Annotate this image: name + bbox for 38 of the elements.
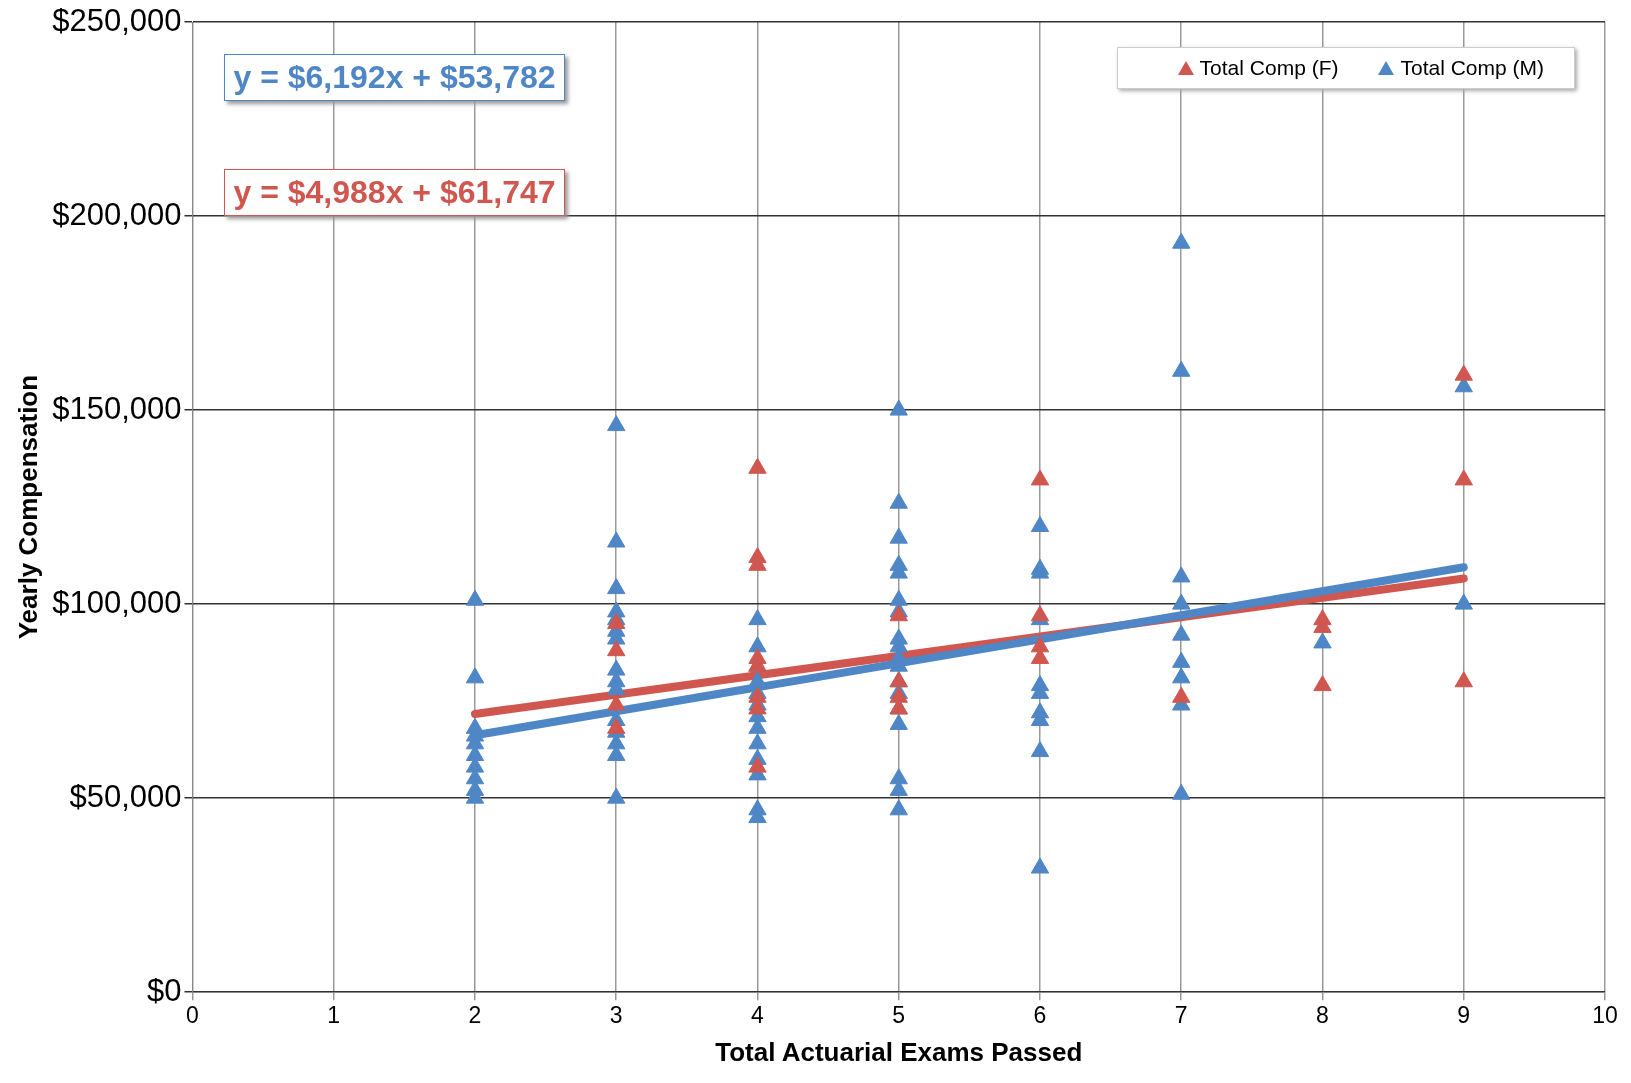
point bbox=[748, 457, 767, 474]
point bbox=[1454, 671, 1473, 688]
x-axis-title: Total Actuarial Exams Passed bbox=[715, 1036, 1083, 1067]
y-axis-title: Yearly Compensation bbox=[12, 374, 43, 640]
point bbox=[889, 605, 908, 622]
x-tick-label: 8 bbox=[1316, 1002, 1329, 1029]
x-tick-label: 0 bbox=[186, 1002, 199, 1029]
y-tick-label: $150,000 bbox=[52, 390, 182, 426]
x-tick-label: 1 bbox=[327, 1002, 341, 1029]
x-tick-label: 9 bbox=[1457, 1002, 1471, 1029]
y-tick-label: $0 bbox=[147, 972, 182, 1008]
annotation: y = $4,988x + $61,747 bbox=[224, 169, 565, 216]
x-tick-label: 2 bbox=[468, 1002, 482, 1029]
point bbox=[889, 686, 908, 703]
point bbox=[607, 613, 626, 630]
annotation: y = $6,192x + $53,782 bbox=[224, 54, 565, 101]
point bbox=[607, 717, 626, 734]
x-tick-label: 7 bbox=[1174, 1002, 1188, 1029]
y-tick-label: $200,000 bbox=[52, 196, 182, 232]
point bbox=[1454, 364, 1473, 381]
point bbox=[1454, 469, 1473, 486]
x-tick-label: 6 bbox=[1033, 1002, 1047, 1029]
point bbox=[1030, 469, 1050, 486]
point bbox=[1030, 605, 1050, 622]
point bbox=[607, 640, 626, 657]
point bbox=[1172, 686, 1191, 703]
x-tick-label: 10 bbox=[1592, 1002, 1618, 1029]
y-tick-label: $50,000 bbox=[69, 778, 182, 814]
x-tick-label: 3 bbox=[609, 1002, 623, 1029]
point bbox=[748, 756, 767, 773]
y-tick-label: $250,000 bbox=[52, 2, 182, 38]
x-tick-label: 4 bbox=[751, 1002, 765, 1029]
y-tick-label: $100,000 bbox=[52, 584, 182, 620]
legend-label: Total Comp (M) bbox=[1400, 56, 1544, 80]
x-tick-label: 5 bbox=[892, 1002, 906, 1029]
point bbox=[1030, 636, 1050, 653]
legend-label: Total Comp (F) bbox=[1199, 56, 1339, 80]
point bbox=[1313, 675, 1332, 692]
